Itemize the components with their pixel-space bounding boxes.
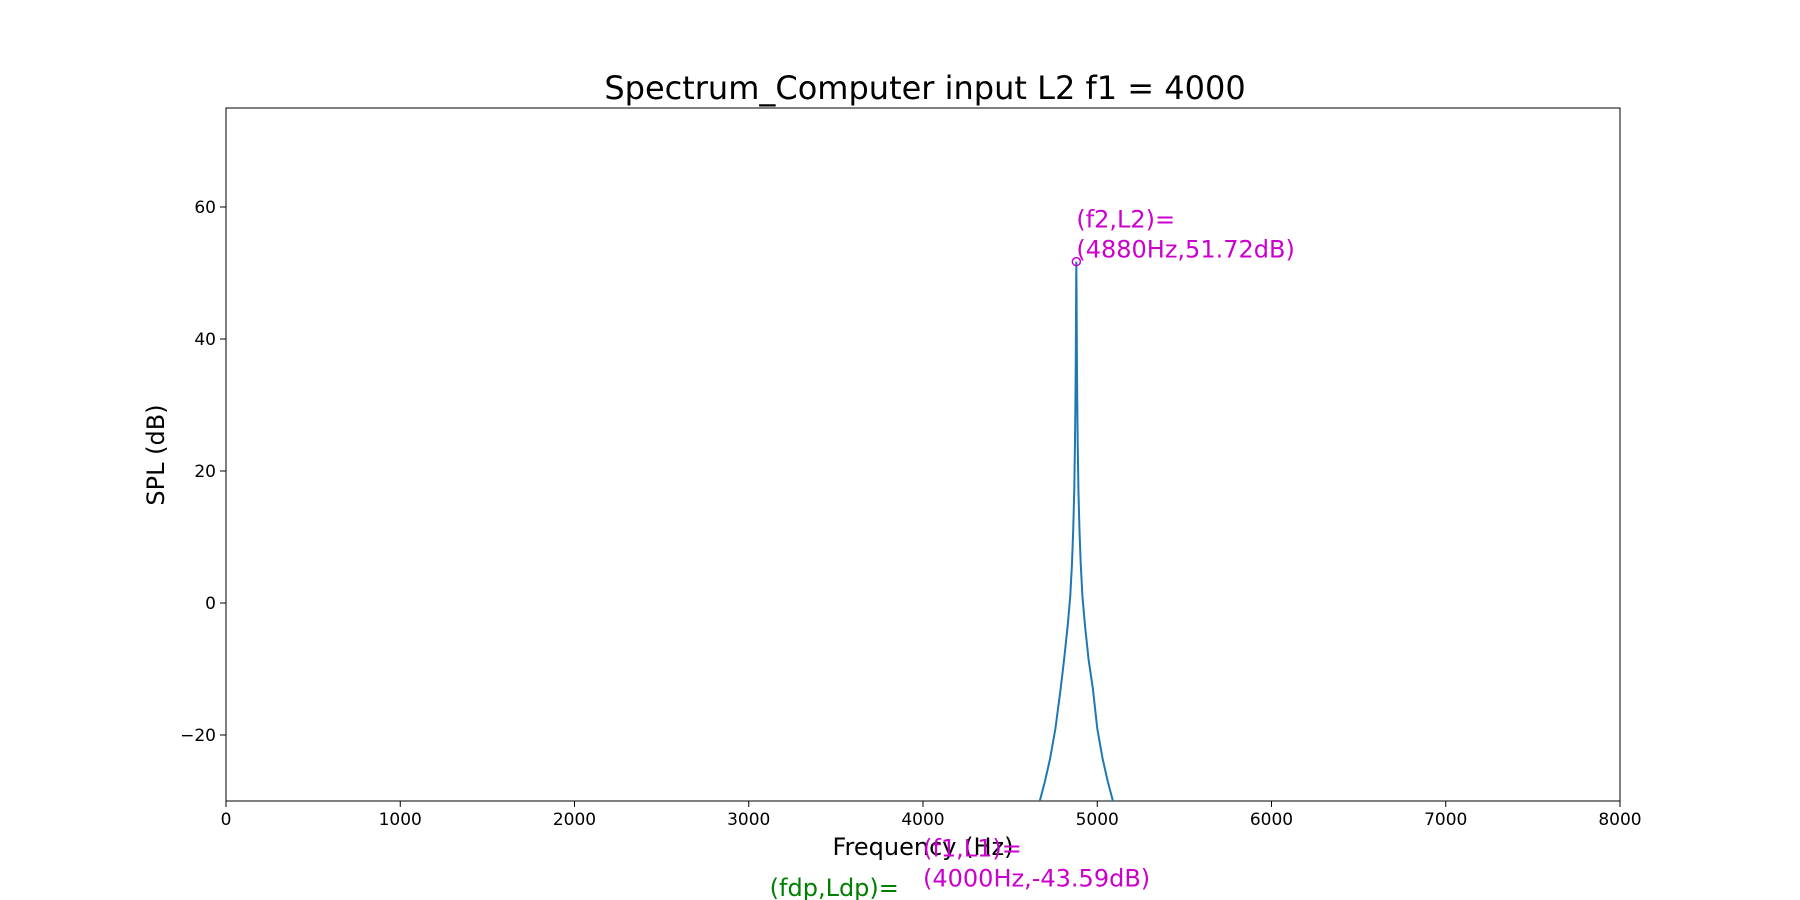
x-tick-label: 7000 bbox=[1424, 810, 1467, 830]
peak-marker bbox=[1071, 256, 1082, 267]
x-tick-label: 6000 bbox=[1250, 810, 1293, 830]
annotation-text: (f2,L2)= bbox=[1076, 206, 1175, 234]
x-axis-label: Frequency (Hz) bbox=[833, 833, 1014, 861]
x-tick-label: 3000 bbox=[727, 810, 770, 830]
y-tick-label: 20 bbox=[194, 462, 216, 482]
peak-markers bbox=[1071, 256, 1082, 267]
x-tick-label: 0 bbox=[221, 810, 232, 830]
y-tick-label: 0 bbox=[205, 594, 216, 614]
x-tick-label: 8000 bbox=[1598, 810, 1641, 830]
y-tick-label: 40 bbox=[194, 330, 216, 350]
annotation-text: (fdp,Ldp)= bbox=[770, 874, 899, 900]
y-tick-label: −20 bbox=[180, 726, 216, 746]
x-tick-label: 4000 bbox=[901, 810, 944, 830]
x-axis-ticks: 0 1000 2000 3000 4000 5000 6000 7000 8000 bbox=[221, 801, 1642, 830]
x-tick-label: 5000 bbox=[1076, 810, 1119, 830]
plot-area bbox=[225, 107, 1621, 802]
annotations: (f2,L2)=(4880Hz,51.72dB) (f1,L1)=(4000Hz,… bbox=[770, 206, 1295, 900]
chart-title: Spectrum_Computer input L2 f1 = 4000 bbox=[604, 69, 1245, 107]
x-tick-label: 1000 bbox=[379, 810, 422, 830]
y-tick-label: 60 bbox=[194, 198, 216, 218]
y-axis-label: SPL (dB) bbox=[142, 404, 170, 505]
spectrum-series-line bbox=[1038, 261, 1114, 802]
annotation-text: (f1,L1)= bbox=[923, 835, 1022, 863]
y-axis-ticks: −20 0 20 40 60 bbox=[180, 198, 226, 746]
annotation-text: (4880Hz,51.72dB) bbox=[1076, 236, 1294, 264]
x-tick-label: 2000 bbox=[553, 810, 596, 830]
annotation-text: (4000Hz,-43.59dB) bbox=[923, 865, 1150, 893]
